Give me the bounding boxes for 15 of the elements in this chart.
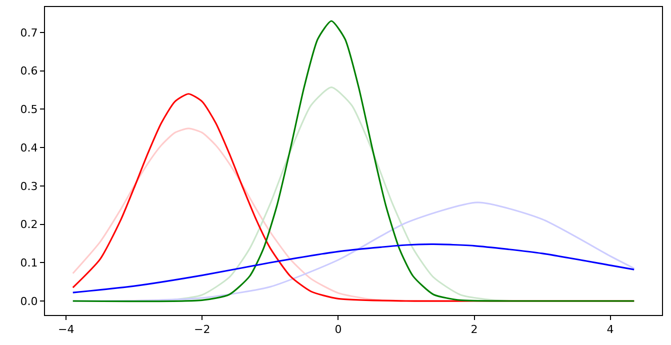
line-series bbox=[72, 20, 635, 302]
x-tick-label: 2 bbox=[470, 323, 478, 336]
x-tick-label: −4 bbox=[58, 323, 74, 336]
y-tick-label: 0.5 bbox=[20, 103, 38, 116]
y-tick-label: 0.6 bbox=[20, 64, 38, 78]
line-series bbox=[72, 243, 635, 294]
y-tick-label: 0.4 bbox=[20, 141, 38, 154]
x-tick-label: 0 bbox=[334, 323, 342, 336]
y-tick-label: 0.2 bbox=[20, 218, 38, 232]
y-tick-label: 0.3 bbox=[20, 180, 38, 193]
y-tick-label: 0.1 bbox=[20, 256, 38, 270]
x-tick-label: 4 bbox=[606, 323, 614, 336]
y-tick-label: 0.7 bbox=[20, 26, 38, 40]
x-tick-label: −2 bbox=[194, 323, 210, 336]
y-tick-label: 0.0 bbox=[20, 294, 38, 308]
